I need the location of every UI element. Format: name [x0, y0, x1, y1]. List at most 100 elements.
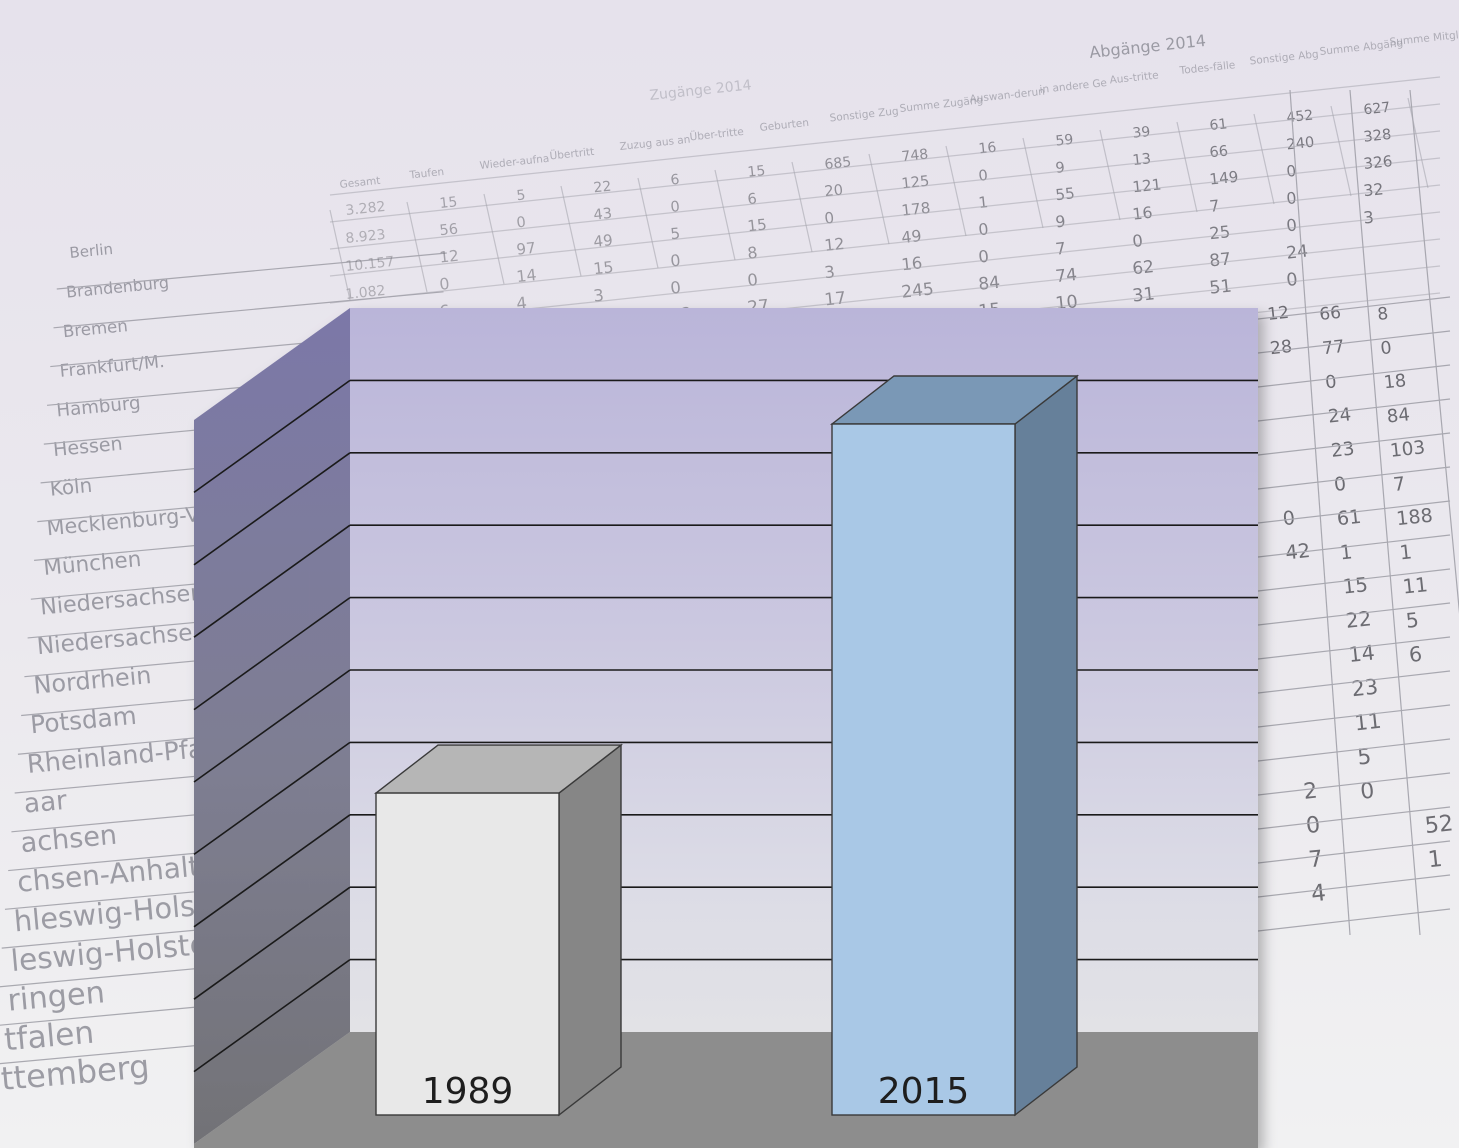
bg-row-divider [329, 76, 1441, 196]
bg-cell: 84 [1386, 404, 1411, 427]
bg-cell: 10.157 [345, 254, 395, 275]
gridlines [193, 379, 1258, 1073]
bg-cell: 748 [901, 146, 929, 165]
bg-row-divider [1257, 500, 1451, 524]
bg-row-divider [1257, 636, 1451, 660]
bg-col-divider [714, 169, 736, 261]
bg-col-header: in andere Ge [1039, 77, 1107, 96]
bg-cell: 0 [1285, 215, 1297, 235]
bg-row-label: Frankfurt/M. [59, 352, 166, 382]
bg-cell: 0 [824, 209, 836, 228]
bg-col-divider [329, 209, 351, 301]
bg-cell: 15 [1342, 573, 1369, 599]
bg-cell: 14 [515, 265, 537, 286]
bar-side-1989 [558, 743, 622, 1117]
bg-cell: 5 [1405, 608, 1420, 633]
bg-col-header: Aus-tritte [1109, 69, 1159, 86]
gridline-side [193, 958, 351, 1073]
bg-cell: 149 [1209, 168, 1240, 189]
bg-cell: 43 [593, 205, 613, 224]
bg-cell: 328 [1363, 126, 1392, 146]
bg-cell: 7 [1392, 474, 1406, 496]
bg-cell: 22 [1344, 606, 1372, 633]
bg-cell: 87 [1208, 249, 1232, 271]
chart-3d-box [194, 308, 1258, 1148]
bg-cell: 22 [593, 179, 612, 197]
gridline-side [193, 524, 351, 638]
bg-cell: 6 [1408, 642, 1423, 667]
bg-cell: 0 [1285, 270, 1298, 291]
bars: 1989 2015 [373, 374, 1080, 1117]
bg-cell: 3 [592, 286, 604, 306]
bg-cell: 61 [1209, 116, 1228, 134]
bg-col-divider [1407, 97, 1429, 189]
bg-cell: 55 [1055, 184, 1076, 204]
bg-cell: 5 [516, 187, 527, 204]
bg-cell: 7 [1054, 239, 1066, 259]
gridline-side [193, 741, 351, 856]
bg-cell: 8 [1376, 304, 1389, 325]
bg-col-header: Summe Mitgli [1389, 29, 1459, 48]
bg-cell: 52 [1424, 810, 1455, 839]
bg-cell: 0 [1282, 506, 1296, 530]
bg-col-header: Zuzug aus an [619, 134, 691, 153]
bg-cell: 25 [1208, 222, 1231, 243]
bg-col-divider [637, 177, 659, 269]
bg-col-divider [945, 145, 967, 237]
bg-row-divider [1257, 432, 1451, 456]
bg-row-divider [1257, 534, 1451, 558]
bg-cell: 23 [1330, 438, 1355, 461]
bg-cell: 66 [1318, 303, 1342, 325]
bg-cell: 0 [977, 247, 989, 267]
bg-row-divider [1257, 330, 1451, 354]
bg-col-divider [406, 201, 428, 293]
bg-row-divider [1257, 738, 1451, 762]
bg-cell: 18 [1383, 371, 1407, 393]
bg-cell: 0 [1131, 231, 1143, 251]
bg-cell: 103 [1389, 437, 1426, 462]
bg-cell: 0 [670, 198, 681, 216]
bg-cell: 7 [1208, 196, 1220, 216]
bg-cell: 0 [1324, 372, 1337, 393]
bg-cell: 125 [901, 173, 930, 193]
bg-cell: 15 [747, 215, 768, 235]
bg-cell: 15 [439, 194, 458, 212]
bg-cell: 0 [1286, 162, 1298, 181]
bg-cell: 15 [747, 163, 766, 181]
bg-col-header: Geburten [759, 117, 809, 134]
bg-cell: 685 [824, 154, 852, 173]
gridline-side [193, 669, 351, 783]
bg-col-divider [791, 161, 813, 253]
bg-cell: 8 [746, 243, 758, 263]
bg-cell: 74 [1054, 265, 1078, 287]
bg-cell: 178 [901, 199, 932, 220]
bg-cell: 5 [670, 224, 682, 243]
bg-col-header: Sonstige Zug [829, 105, 899, 124]
bg-row-divider [1257, 704, 1451, 728]
bg-row-divider [1257, 364, 1451, 388]
bg-row-divider [1257, 670, 1451, 694]
bg-cell: 12 [823, 234, 845, 255]
bg-cell: 16 [1131, 203, 1153, 224]
bg-cell: 28 [1269, 337, 1293, 359]
bg-cell: 4 [1310, 880, 1327, 907]
bg-cell: 0 [438, 274, 450, 294]
bg-cell: 16 [900, 253, 923, 274]
bg-cell: 9 [1054, 212, 1066, 232]
bg-cell: 188 [1395, 504, 1434, 531]
bg-row-divider [56, 252, 447, 290]
bg-col-header: Sonstige Abg [1249, 48, 1319, 67]
bg-row-divider [329, 184, 1441, 304]
bg-cell: 7 [1307, 846, 1324, 873]
bg-row-label: tfalen [3, 1015, 96, 1059]
bg-col-divider [560, 185, 582, 277]
gridline-side [193, 379, 351, 494]
bg-col-header: Todes-fälle [1178, 59, 1236, 77]
gridline-side [193, 814, 351, 928]
bg-cell: 1 [1339, 540, 1354, 564]
bg-cell: 49 [593, 231, 614, 251]
bar-side-2015 [1014, 374, 1078, 1117]
bg-cell: 59 [1055, 132, 1074, 150]
bg-cell: 13 [1132, 150, 1152, 169]
chart-floor [194, 1032, 1258, 1148]
